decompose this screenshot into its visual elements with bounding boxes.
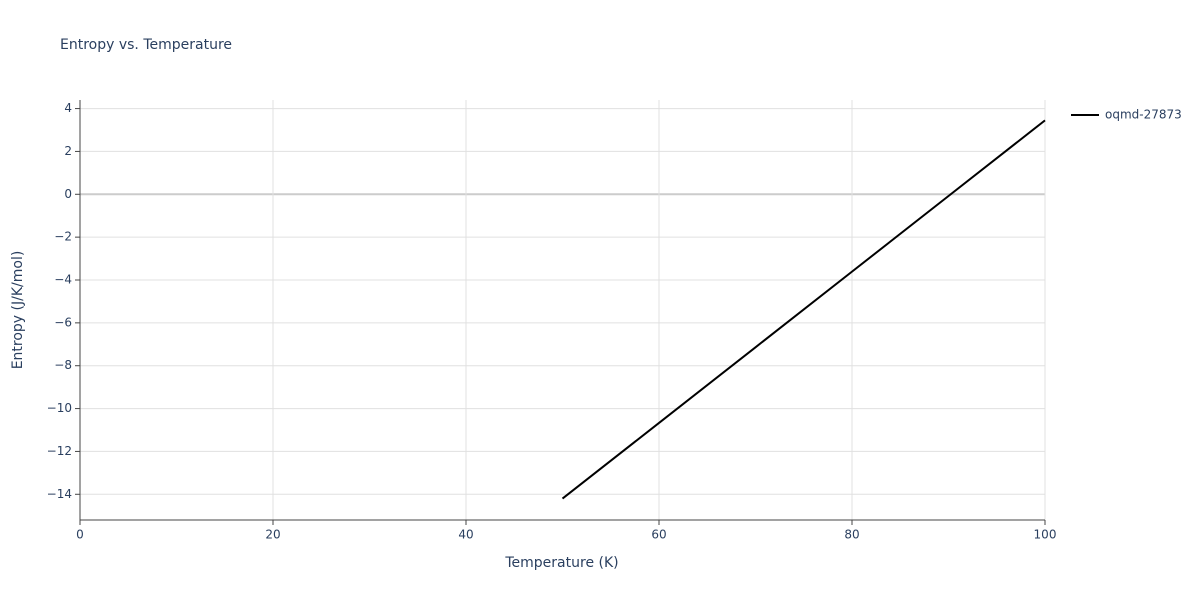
y-tick-label: −8 bbox=[54, 358, 72, 372]
y-tick-label: −2 bbox=[54, 230, 72, 244]
x-tick-label: 20 bbox=[265, 528, 280, 542]
y-tick-label: −4 bbox=[54, 273, 72, 287]
legend-label: oqmd-27873 bbox=[1105, 108, 1182, 122]
x-tick-label: 100 bbox=[1034, 528, 1057, 542]
x-tick-label: 40 bbox=[458, 528, 473, 542]
y-tick-label: 4 bbox=[64, 101, 72, 115]
y-tick-label: −6 bbox=[54, 315, 72, 329]
chart-title: Entropy vs. Temperature bbox=[60, 37, 232, 53]
y-tick-label: 2 bbox=[64, 144, 72, 158]
x-tick-label: 0 bbox=[76, 528, 84, 542]
y-tick-label: −14 bbox=[47, 487, 72, 501]
x-tick-label: 80 bbox=[844, 528, 859, 542]
y-tick-label: 0 bbox=[64, 187, 72, 201]
line-series bbox=[561, 119, 1046, 500]
x-tick-label: 60 bbox=[651, 528, 666, 542]
y-tick-label: −10 bbox=[47, 401, 72, 415]
y-tick-label: −12 bbox=[47, 444, 72, 458]
x-axis-title: Temperature (K) bbox=[504, 555, 618, 571]
y-axis-title: Entropy (J/K/mol) bbox=[10, 251, 26, 370]
